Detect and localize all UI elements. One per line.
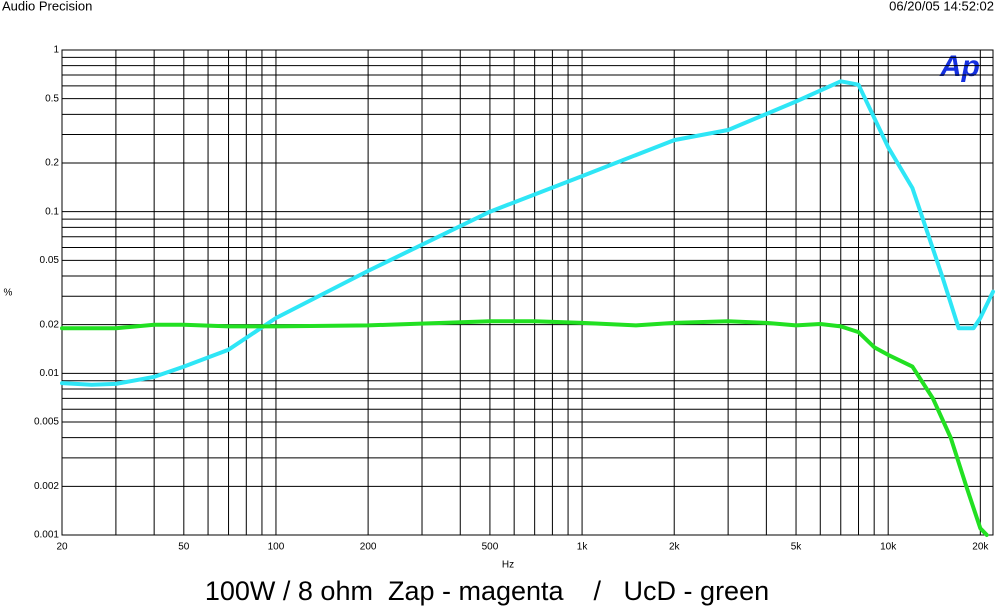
y-tick-label: 0.2 bbox=[45, 158, 59, 169]
y-tick-label: 0.01 bbox=[40, 368, 60, 379]
plot-frame bbox=[61, 49, 994, 536]
y-tick-label: 0.1 bbox=[45, 206, 59, 217]
x-tick-label: 5k bbox=[791, 542, 803, 553]
chart-title: 100W / 8 ohm Zap - magenta / UcD - green bbox=[205, 576, 769, 606]
x-tick-label: 200 bbox=[360, 542, 377, 553]
y-tick-label: 0.002 bbox=[34, 481, 59, 492]
x-tick-label: 10k bbox=[880, 542, 897, 553]
x-tick-label: 2k bbox=[669, 542, 681, 553]
x-axis-label: Hz bbox=[502, 560, 514, 571]
y-tick-label: 0.5 bbox=[45, 93, 59, 104]
x-tick-label: 20k bbox=[972, 542, 989, 553]
y-tick-label: 0.005 bbox=[34, 417, 59, 428]
y-tick-label: 1 bbox=[53, 45, 59, 56]
x-tick-label: 500 bbox=[482, 542, 499, 553]
logo: Ap bbox=[939, 50, 980, 83]
header-right: 06/20/05 14:52:02 bbox=[889, 0, 994, 13]
x-tick-label: 1k bbox=[577, 542, 589, 553]
y-axis-label: % bbox=[4, 288, 13, 299]
y-tick-label: 0.001 bbox=[34, 530, 59, 541]
y-tick-label: 0.05 bbox=[40, 255, 60, 266]
x-tick-label: 100 bbox=[268, 542, 285, 553]
header-left: Audio Precision bbox=[2, 0, 92, 13]
x-tick-label: 20 bbox=[56, 542, 68, 553]
x-tick-label: 50 bbox=[178, 542, 190, 553]
y-tick-label: 0.02 bbox=[40, 319, 60, 330]
data-line bbox=[60, 319, 989, 537]
data-line bbox=[60, 79, 995, 387]
